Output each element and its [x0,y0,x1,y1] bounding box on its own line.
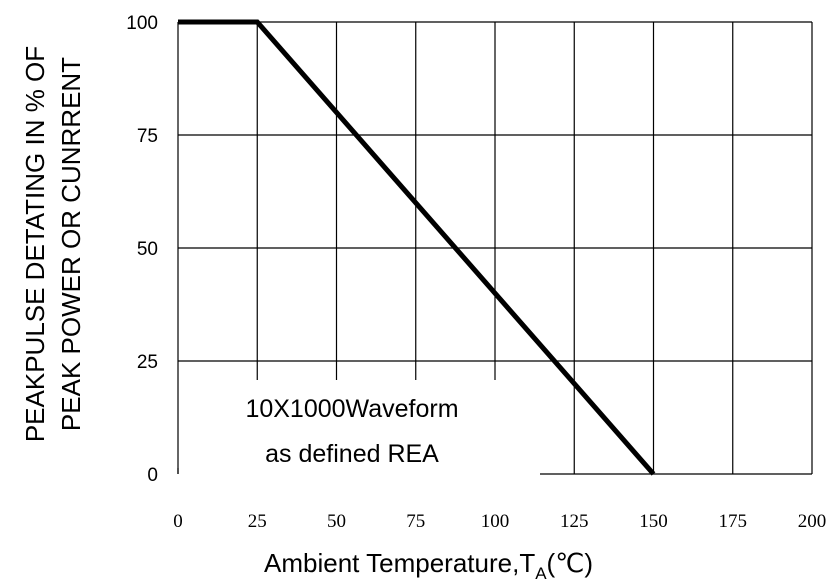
y-tick-label: 25 [137,352,158,373]
y-tick-label: 50 [137,239,158,260]
x-tick-label: 100 [481,511,510,532]
x-axis-title-unit: (℃) [547,548,594,578]
y-tick-label: 75 [137,126,158,147]
annotation-line-1: 10X1000Waveform [245,395,458,423]
x-tick-label: 50 [327,511,346,532]
y-tick-label: 0 [147,465,158,486]
y-axis-title-line-2: PEAK POWER OR CUNRRENT [56,57,86,431]
chart-grid [177,21,813,475]
x-tick-label: 175 [719,511,748,532]
x-tick-label: 200 [798,511,827,532]
x-tick-label: 125 [560,511,589,532]
x-axis-title-main: Ambient Temperature,T [264,548,535,578]
x-tick-label: 25 [248,511,267,532]
x-axis-title: Ambient Temperature,TA(℃) [264,548,593,581]
y-tick-label: 100 [126,13,158,34]
x-tick-label: 0 [173,511,183,532]
derating-curve [178,19,656,476]
y-axis-title-line-1: PEAKPULSE DETATING IN % OF [20,46,50,442]
series-layer [178,19,656,476]
tick-labels: 0 25 50 75 100 125 150 175 200 0 25 50 75 100 [126,13,826,532]
annotation-line-2: as defined REA [265,440,439,468]
x-tick-label: 150 [639,511,668,532]
x-axis-title-subscript: A [535,564,547,581]
x-tick-label: 75 [406,511,425,532]
